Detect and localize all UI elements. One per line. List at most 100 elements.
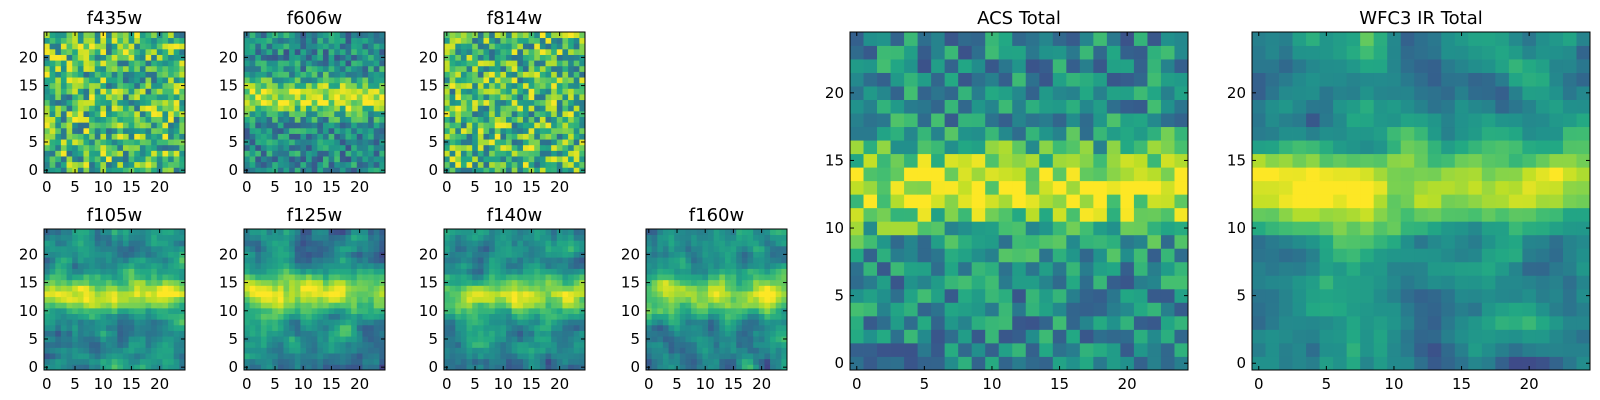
heatmap-cell: [696, 291, 703, 298]
heatmap-cell: [117, 268, 124, 275]
heatmap-cell: [60, 32, 67, 39]
heatmap-cell: [368, 71, 375, 78]
heatmap-cell: [351, 296, 358, 303]
heatmap-cell: [179, 341, 186, 348]
heatmap-cell: [266, 82, 273, 89]
heatmap-cell: [289, 279, 296, 286]
heatmap-cell: [545, 234, 552, 241]
heatmap-cell: [1093, 342, 1108, 357]
heatmap-cell: [522, 296, 529, 303]
heatmap-cell: [863, 356, 878, 371]
heatmap-cell: [94, 313, 101, 320]
heatmap-cell: [1106, 329, 1121, 344]
heatmap-cell: [573, 122, 580, 129]
heatmap-cell: [356, 110, 363, 117]
heatmap-cell: [300, 71, 307, 78]
heatmap-cell: [460, 156, 467, 163]
heatmap-cell: [696, 262, 703, 269]
heatmap-cell: [449, 43, 456, 50]
heatmap-cell: [89, 229, 96, 236]
heatmap-cell: [368, 65, 375, 72]
heatmap-cell: [356, 353, 363, 360]
heatmap-cell: [356, 341, 363, 348]
heatmap-cell: [111, 240, 118, 247]
heatmap-cell: [244, 245, 251, 252]
heatmap-cell: [500, 279, 507, 286]
heatmap-cell: [545, 347, 552, 354]
heatmap-cell: [517, 65, 524, 72]
heatmap-cell: [244, 99, 251, 106]
heatmap-cell: [1039, 180, 1054, 195]
heatmap-cell: [89, 296, 96, 303]
heatmap-cell: [477, 60, 484, 67]
heatmap-cell: [249, 245, 256, 252]
heatmap-cell: [244, 156, 251, 163]
heatmap-cell: [528, 262, 535, 269]
heatmap-cell: [506, 240, 513, 247]
heatmap-cell: [72, 257, 79, 264]
heatmap-cell: [736, 257, 743, 264]
heatmap-cell: [890, 153, 905, 168]
heatmap-cell: [466, 245, 473, 252]
heatmap-cell: [306, 336, 313, 343]
heatmap-cell: [483, 234, 490, 241]
heatmap-cell: [472, 262, 479, 269]
heatmap-cell: [328, 251, 335, 258]
heatmap-cell: [466, 144, 473, 151]
heatmap-cell: [162, 71, 169, 78]
heatmap-cell: [317, 144, 324, 151]
heatmap-cell: [128, 296, 135, 303]
heatmap-cell: [568, 167, 575, 174]
heatmap-cell: [162, 307, 169, 314]
heatmap-cell: [322, 353, 329, 360]
heatmap-cell: [545, 302, 552, 309]
heatmap-cell: [106, 279, 113, 286]
heatmap-cell: [568, 32, 575, 39]
heatmap-cell: [466, 82, 473, 89]
heatmap-cell: [522, 324, 529, 331]
heatmap-cell: [477, 105, 484, 112]
heatmap-cell: [311, 330, 318, 337]
heatmap-cell: [60, 285, 67, 292]
heatmap-cell: [483, 32, 490, 39]
heatmap-cell: [466, 88, 473, 95]
heatmap-cell: [568, 37, 575, 44]
heatmap-cell: [1093, 275, 1108, 290]
heatmap-cell: [562, 161, 569, 168]
heatmap-cell: [334, 32, 341, 39]
heatmap-cell: [379, 99, 386, 106]
heatmap-cell: [145, 139, 152, 146]
heatmap-cell: [60, 43, 67, 50]
heatmap-cell: [106, 291, 113, 298]
heatmap-cell: [168, 43, 175, 50]
heatmap-cell: [260, 150, 267, 157]
heatmap-cell: [724, 330, 731, 337]
heatmap-cell: [573, 234, 580, 241]
heatmap-cell: [339, 341, 346, 348]
heatmap-cell: [545, 77, 552, 84]
heatmap-cell: [162, 279, 169, 286]
y-tick-label: 0: [428, 358, 438, 376]
heatmap-cell: [931, 248, 946, 263]
heatmap-cell: [283, 353, 290, 360]
heatmap-cell: [72, 268, 79, 275]
heatmap-cell: [128, 110, 135, 117]
heatmap-cell: [741, 313, 748, 320]
heatmap-cell: [573, 161, 580, 168]
heatmap-cell: [173, 336, 180, 343]
heatmap-cell: [334, 60, 341, 67]
heatmap-cell: [517, 234, 524, 241]
heatmap-cell: [444, 341, 451, 348]
heatmap-cell: [444, 65, 451, 72]
heatmap-cell: [651, 234, 658, 241]
heatmap-cell: [311, 161, 318, 168]
heatmap-cell: [449, 32, 456, 39]
heatmap-cell: [511, 347, 518, 354]
heatmap-cell: [528, 65, 535, 72]
heatmap-cell: [322, 274, 329, 281]
heatmap-cell: [489, 99, 496, 106]
heatmap-cell: [66, 330, 73, 337]
heatmap-cell: [260, 302, 267, 309]
heatmap-cell: [72, 262, 79, 269]
heatmap-cell: [289, 110, 296, 117]
